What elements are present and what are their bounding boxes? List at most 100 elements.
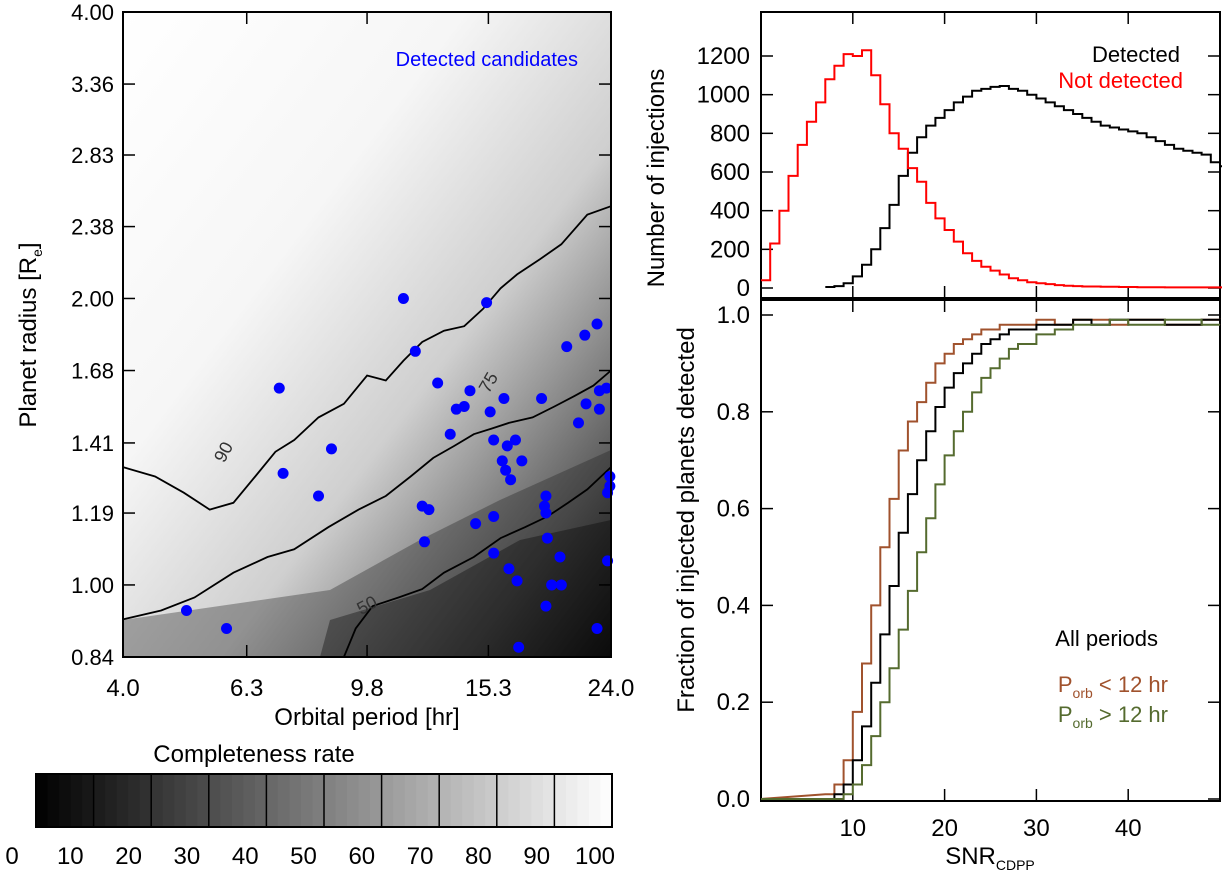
colorbar-segment	[542, 774, 555, 827]
colorbar-segment	[243, 774, 256, 827]
colorbar-segment	[220, 774, 233, 827]
colorbar-tick-label: 0	[5, 843, 18, 870]
y-tick-label: 800	[710, 120, 750, 147]
y-tick-label: 1.41	[71, 431, 114, 456]
candidate-point	[325, 443, 337, 455]
candidate-point	[470, 518, 482, 530]
colorbar-tick-label: 80	[465, 843, 492, 870]
contour-line-90	[122, 205, 612, 511]
candidate-point	[516, 455, 528, 467]
y-tick-label: 2.83	[71, 143, 114, 168]
fraction-series-2	[761, 318, 1220, 800]
fraction-x-ticks: 10 20 30 40	[839, 300, 1142, 842]
colorbar-segment	[427, 774, 440, 827]
fraction-panel: 0.00.20.40.60.81.0 10 20 30 40 All periods …	[673, 299, 1221, 873]
colorbar-segment	[312, 774, 325, 827]
fraction-frame	[760, 299, 1221, 802]
legend-all-periods: All periods	[1055, 626, 1158, 651]
colorbar-tick-label: 10	[57, 843, 84, 870]
y-tick-label: 600	[710, 159, 750, 186]
candidate-point	[561, 341, 573, 353]
candidate-point	[580, 398, 592, 410]
candidate-point	[540, 507, 552, 519]
candidate-point	[418, 536, 430, 548]
fraction-y-ticks: 0.0 0.2 0.4 0.6 0.8 1.0	[717, 302, 1220, 813]
candidate-point	[221, 622, 233, 634]
candidate-point	[591, 622, 603, 634]
colorbar-segment	[47, 774, 60, 827]
colorbar-segment	[254, 774, 267, 827]
colorbar-segment	[300, 774, 313, 827]
colorbar-segment	[347, 774, 360, 827]
histogram-y-ticks: 0 200 400 600 800 1000 1200	[697, 43, 1220, 302]
candidate-point	[501, 440, 513, 452]
colorbar-segment	[588, 774, 601, 827]
colorbar-segment	[128, 774, 141, 827]
y-tick-label: 0.8	[717, 399, 750, 426]
x-tick-label: 24.0	[588, 675, 635, 702]
candidate-point	[540, 490, 552, 502]
histogram-panel: 0 200 400 600 800 1000 1200 Detected Not detec…	[643, 11, 1222, 302]
legend-long-period: Porb > 12 hr	[1058, 702, 1168, 731]
candidate-point	[593, 403, 605, 415]
colorbar-segments	[36, 774, 613, 827]
colorbar-segment	[335, 774, 348, 827]
fraction-series	[760, 318, 1221, 800]
colorbar-segment	[162, 774, 175, 827]
candidate-point	[488, 434, 500, 446]
colorbar-segment	[554, 774, 567, 827]
fraction-series-0	[760, 318, 1221, 800]
colorbar-segment	[393, 774, 406, 827]
colorbar-segment	[473, 774, 486, 827]
colorbar-segment	[105, 774, 118, 827]
candidate-point	[604, 471, 616, 483]
candidate-point	[540, 600, 552, 612]
colorbar-segment	[404, 774, 417, 827]
colorbar-tick-label: 100	[575, 843, 615, 870]
colorbar-tick-label: 20	[115, 843, 142, 870]
colorbar-segment	[358, 774, 371, 827]
y-tick-label: 1.68	[71, 359, 114, 384]
y-tick-label: 0.4	[717, 592, 750, 619]
candidate-point	[423, 504, 435, 516]
y-tick-label: 0.2	[717, 689, 750, 716]
candidate-point	[572, 417, 584, 429]
colorbar-segment	[416, 774, 429, 827]
colorbar-segment	[93, 774, 106, 827]
y-tick-label: 200	[710, 236, 750, 263]
histogram-frame	[760, 11, 1221, 299]
heatmap-y-ticks: 0.84 1.00 1.19 1.41 1.68 2.00 2.38 2.83 3.36 4.00	[71, 0, 611, 670]
colorbar-segment	[197, 774, 210, 827]
fraction-series-1	[761, 318, 1221, 800]
y-tick-label: 0	[737, 275, 750, 302]
candidate-point	[546, 579, 558, 591]
colorbar-segment	[59, 774, 72, 827]
colorbar-segment	[289, 774, 302, 827]
legend-detected-candidates: Detected candidates	[396, 49, 578, 71]
x-tick-label: 15.3	[465, 675, 512, 702]
histogram-series	[761, 49, 1222, 289]
colorbar-segment	[439, 774, 452, 827]
y-tick-label: 2.38	[71, 215, 114, 240]
candidate-point	[555, 579, 567, 591]
x-tick-label: 20	[931, 815, 958, 842]
colorbar-segment	[70, 774, 83, 827]
colorbar-segment	[208, 774, 221, 827]
candidate-points	[180, 292, 616, 653]
candidate-point	[503, 563, 515, 575]
y-tick-label: 4.00	[71, 0, 114, 25]
candidate-point	[444, 428, 456, 440]
candidate-point	[509, 434, 521, 446]
heatmap-y-label: Planet radius [Re]	[15, 242, 45, 427]
candidate-point	[498, 393, 510, 405]
contour-line-75	[122, 369, 612, 621]
x-tick-label: 30	[1023, 815, 1050, 842]
x-tick-label: 4.0	[106, 675, 139, 702]
colorbar-segment	[450, 774, 463, 827]
heatmap-background	[123, 12, 611, 657]
colorbar-tick-label: 30	[174, 843, 201, 870]
colorbar-segment	[151, 774, 164, 827]
y-tick-label: 1.00	[71, 573, 114, 598]
colorbar-segment	[231, 774, 244, 827]
